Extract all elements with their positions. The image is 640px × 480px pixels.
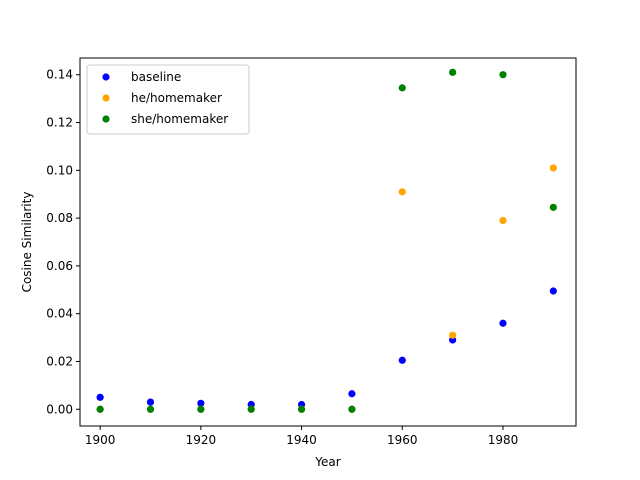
legend-label: he/homemaker (131, 91, 222, 105)
axes-frame (79, 57, 577, 427)
data-point (449, 68, 457, 76)
data-point (549, 287, 557, 295)
y-tick-label: 0.12 (46, 116, 73, 130)
legend: baseline he/homemaker she/homemaker (86, 64, 250, 135)
y-tick-label: 0.02 (46, 354, 73, 368)
data-point (549, 203, 557, 211)
x-tick-label: 1900 (85, 433, 116, 447)
data-point (499, 71, 507, 79)
legend-marker (102, 73, 110, 81)
data-point (499, 216, 507, 225)
data-point (348, 390, 356, 398)
y-tick-label: 0.06 (46, 259, 73, 273)
x-tick-label: 1920 (186, 433, 217, 447)
data-point (398, 188, 406, 196)
series-she-homemaker (96, 68, 557, 413)
x-tick-label: 1980 (488, 433, 519, 447)
data-point (449, 331, 457, 339)
data-point (197, 399, 205, 407)
data-point (348, 405, 356, 413)
x-axis: 1900 1920 1940 1960 1980 (85, 426, 518, 447)
data-point (197, 405, 205, 413)
y-axis-label: Cosine Similarity (20, 192, 34, 293)
data-point (146, 405, 155, 413)
legend-marker (102, 94, 110, 102)
data-point (96, 405, 104, 413)
data-point (96, 393, 104, 401)
data-point (549, 164, 557, 172)
data-point (297, 405, 306, 413)
data-point (398, 356, 406, 364)
legend-label: she/homemaker (131, 112, 228, 126)
x-tick-label: 1940 (286, 433, 317, 447)
data-point (146, 398, 155, 406)
legend-label: baseline (131, 70, 181, 84)
x-tick-label: 1960 (387, 433, 418, 447)
y-tick-label: 0.10 (46, 163, 73, 177)
legend-marker (102, 115, 110, 123)
y-tick-label: 0.14 (46, 68, 73, 82)
x-axis-label: Year (314, 455, 340, 469)
legend-box (86, 64, 250, 135)
data-point (499, 319, 507, 327)
y-tick-label: 0.08 (46, 211, 73, 225)
y-axis: 0.00 0.02 0.04 0.06 0.08 0.10 0.12 0.14 (46, 68, 80, 416)
plot-area (96, 68, 557, 413)
data-point (398, 84, 406, 92)
data-point (247, 405, 255, 413)
y-tick-label: 0.04 (46, 307, 73, 321)
y-tick-label: 0.00 (46, 402, 73, 416)
